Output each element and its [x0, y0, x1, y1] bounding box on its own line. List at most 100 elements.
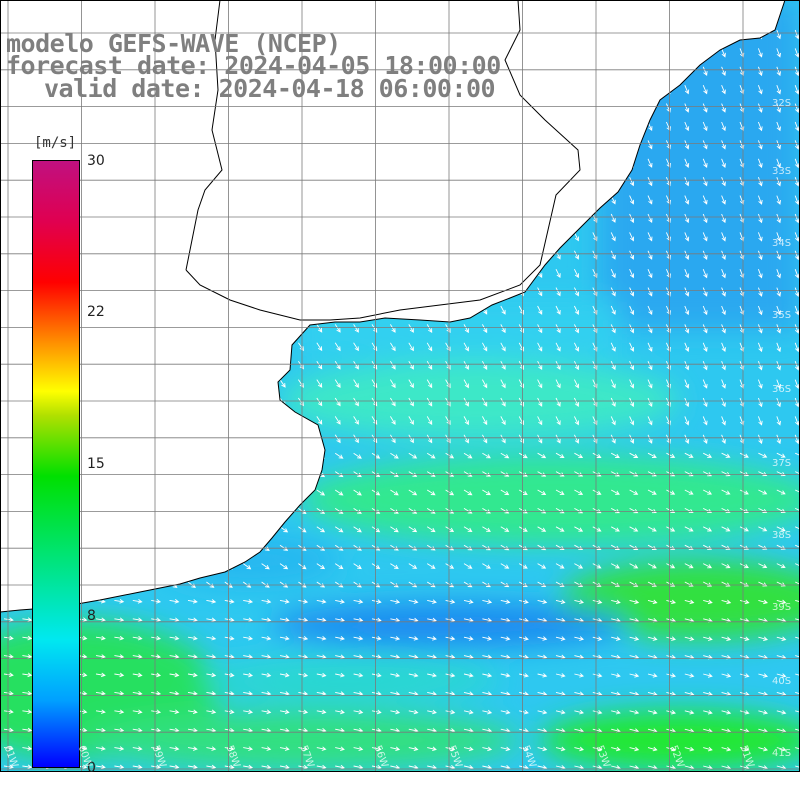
wind-arrow	[224, 599, 235, 604]
wind-arrow	[574, 452, 584, 459]
wind-arrow	[206, 103, 213, 112]
wind-arrow	[776, 563, 786, 569]
wind-arrow	[555, 342, 561, 352]
wind-arrow	[776, 195, 781, 205]
wind-arrow	[371, 103, 378, 113]
wind-arrow	[371, 746, 382, 752]
wind-arrow	[242, 232, 249, 241]
wind-arrow	[647, 709, 658, 715]
wind-arrow	[132, 672, 143, 678]
wind-arrow	[684, 269, 690, 279]
wind-arrow	[132, 379, 139, 388]
wind-arrow	[426, 213, 433, 223]
wind-arrow	[776, 232, 781, 242]
wind-arrow	[647, 599, 658, 605]
wind-arrow	[316, 636, 327, 641]
wind-arrow	[298, 213, 304, 223]
legend-tick: 22	[87, 304, 105, 320]
wind-arrow	[371, 434, 378, 444]
wind-arrow	[500, 213, 506, 223]
wind-arrow	[408, 103, 414, 113]
wind-arrow	[150, 121, 158, 130]
wind-arrow	[3, 232, 11, 240]
wind-arrow	[224, 360, 231, 370]
wind-arrow	[721, 489, 731, 495]
wind-arrow	[666, 452, 676, 458]
wind-arrow	[482, 213, 488, 223]
wind-arrow	[684, 232, 690, 242]
wind-arrow	[371, 360, 378, 370]
wind-arrow	[261, 617, 272, 623]
wind-arrow	[3, 121, 11, 130]
wind-arrow	[629, 361, 635, 371]
wind-arrow	[132, 232, 139, 241]
wind-arrow	[132, 250, 139, 259]
wind-arrow	[206, 434, 213, 443]
wind-arrow	[463, 599, 474, 604]
wind-arrow	[261, 727, 272, 733]
wind-arrow	[426, 544, 436, 551]
wind-arrow	[3, 617, 14, 622]
wind-arrow	[757, 85, 763, 95]
wind-arrow	[518, 526, 528, 532]
wind-arrow	[114, 635, 125, 641]
wind-arrow	[22, 158, 29, 167]
wind-arrow	[537, 360, 543, 371]
wind-arrow	[261, 654, 272, 659]
wind-arrow	[776, 599, 787, 605]
wind-arrow	[150, 287, 158, 296]
wind-arrow	[242, 342, 249, 351]
wind-arrow	[114, 250, 121, 259]
wind-arrow	[721, 305, 726, 316]
wind-arrow	[224, 746, 235, 751]
wind-arrow	[629, 342, 635, 352]
wind-arrow	[629, 581, 639, 587]
wind-arrow	[684, 507, 694, 514]
wind-arrow	[242, 213, 249, 223]
wind-arrow	[169, 727, 180, 733]
wind-arrow	[574, 489, 584, 495]
wind-arrow	[353, 342, 359, 352]
wind-arrow	[353, 324, 359, 333]
wind-arrow	[22, 84, 29, 93]
wind-arrow	[500, 452, 510, 459]
wind-arrow	[316, 176, 323, 186]
wind-arrow	[611, 746, 621, 752]
wind-arrow	[573, 250, 579, 260]
wind-arrow	[316, 489, 326, 496]
wind-arrow	[316, 158, 323, 168]
wind-arrow	[445, 287, 451, 297]
wind-arrow	[334, 434, 341, 444]
wind-arrow	[758, 636, 769, 641]
lat-label: 37S	[772, 458, 792, 469]
wind-arrow	[445, 544, 455, 551]
wind-arrow	[334, 526, 344, 533]
wind-arrow	[187, 287, 194, 296]
wind-arrow	[353, 195, 359, 204]
wind-arrow	[151, 635, 162, 641]
wind-arrow	[316, 764, 327, 770]
wind-arrow	[390, 232, 396, 241]
wind-arrow	[555, 452, 565, 459]
wind-arrow	[316, 305, 323, 315]
wind-arrow	[426, 103, 433, 113]
wind-arrow	[206, 416, 213, 425]
wind-arrow	[555, 746, 566, 752]
wind-arrow	[666, 544, 676, 550]
wind-arrow	[739, 673, 750, 678]
wind-arrow	[629, 746, 640, 752]
wind-arrow	[629, 269, 635, 279]
wind-arrow	[408, 544, 418, 551]
wind-arrow	[390, 581, 399, 588]
wind-arrow	[426, 416, 433, 426]
wind-arrow	[500, 746, 511, 752]
wind-arrow	[206, 324, 213, 333]
wind-arrow	[500, 48, 506, 58]
wind-arrow	[3, 489, 12, 497]
wind-arrow	[114, 691, 125, 696]
wind-arrow	[721, 48, 726, 58]
wind-arrow	[702, 581, 713, 587]
wind-arrow	[150, 250, 158, 259]
wind-arrow	[261, 360, 268, 370]
wind-arrow	[555, 544, 565, 551]
